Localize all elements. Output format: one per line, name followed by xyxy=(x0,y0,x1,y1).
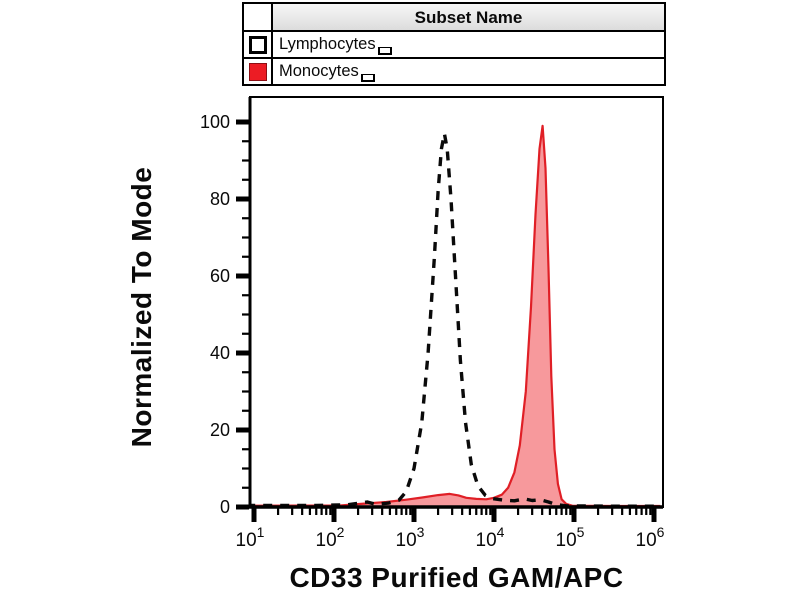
x-tick-label: 106 xyxy=(636,524,665,551)
y-tick-label: 60 xyxy=(210,266,230,286)
y-tick-label: 20 xyxy=(210,420,230,440)
gate-box-icon xyxy=(360,73,375,82)
legend-table: Subset Name Lymphocytes Monocytes xyxy=(242,2,666,86)
legend-header-label: Subset Name xyxy=(273,4,664,30)
legend-label-monocytes: Monocytes xyxy=(279,62,359,81)
legend-header-swatch-cell xyxy=(244,4,273,30)
lymphocytes-curve xyxy=(250,131,661,508)
monocytes-curve xyxy=(250,124,661,508)
x-tick-label: 101 xyxy=(236,524,265,551)
x-axis-title: CD33 Purified GAM/APC xyxy=(289,562,624,593)
legend-header-row: Subset Name xyxy=(244,4,664,30)
lymphocytes-swatch-icon xyxy=(248,35,267,54)
x-tick-label: 103 xyxy=(396,524,425,551)
plot-frame xyxy=(249,96,664,508)
y-tick-label: 100 xyxy=(200,112,230,132)
y-tick-label: 80 xyxy=(210,189,230,209)
gate-box-icon xyxy=(377,46,392,55)
x-tick-label: 102 xyxy=(316,524,345,551)
monocytes-swatch-icon xyxy=(248,62,267,81)
x-tick-label: 105 xyxy=(556,524,585,551)
legend-label-lymphocytes: Lymphocytes xyxy=(279,35,376,54)
legend-row-monocytes[interactable]: Monocytes xyxy=(244,57,664,84)
y-tick-label: 0 xyxy=(220,497,230,517)
monocytes-area xyxy=(250,125,661,507)
x-tick-label: 104 xyxy=(476,524,505,551)
legend-row-lymphocytes[interactable]: Lymphocytes xyxy=(244,30,664,57)
y-tick-label: 40 xyxy=(210,343,230,363)
